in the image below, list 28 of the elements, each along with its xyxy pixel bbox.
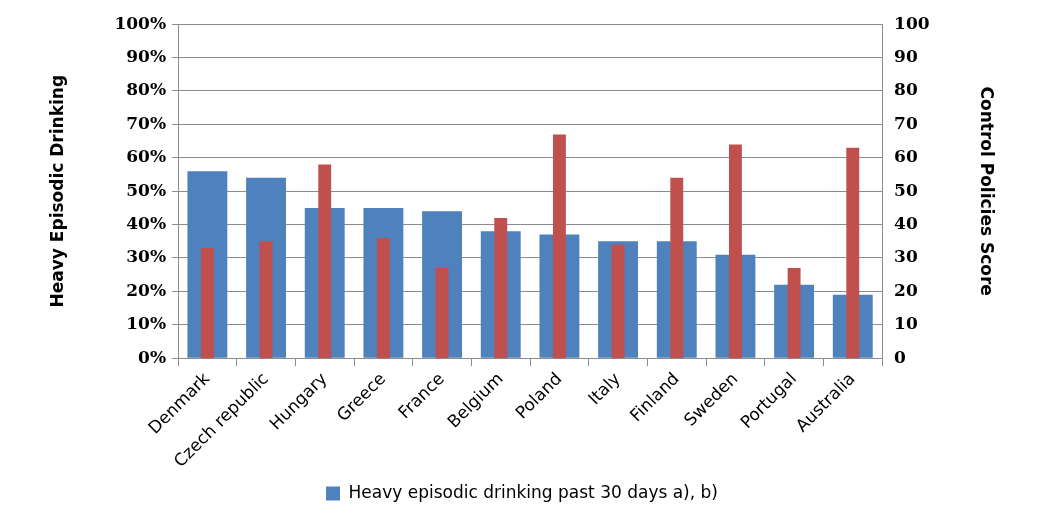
y2-axis-title: Control Policies Score [977,86,998,296]
y2-tick-label: 30 [894,246,918,267]
y-tick-label: 60% [126,146,167,167]
y-tick-label: 70% [126,112,167,133]
bar [435,268,449,359]
y-tick-label: 40% [126,213,167,234]
y2-tick-label: 60 [894,146,918,167]
y-tick-label: 30% [126,246,167,267]
y2-tick-label: 50 [894,179,918,200]
y2-tick-label: 90 [894,46,918,67]
y2-tick-label: 0 [894,346,907,367]
bar [259,241,273,359]
y-tick-label: 10% [126,313,167,334]
y-tick-label: 20% [126,279,167,300]
y-tick-label: 90% [126,46,167,67]
y2-tick-label: 80 [894,79,918,100]
y-tick-label: 80% [126,79,167,100]
y2-tick-label: 10 [894,313,918,334]
y2-tick-label: 40 [894,213,918,234]
y2-tick-label: 100 [894,12,930,33]
y-tick-label: 50% [126,179,167,200]
y-axis-title: Heavy Episodic Drinking [46,74,67,308]
y-tick-label: 100% [114,12,167,33]
legend-label: Heavy episodic drinking past 30 days a), b) [348,481,718,502]
y2-tick-label: 20 [894,279,918,300]
y2-tick-label: 70 [894,112,918,133]
y-tick-label: 0% [138,346,167,367]
bar [200,247,214,359]
